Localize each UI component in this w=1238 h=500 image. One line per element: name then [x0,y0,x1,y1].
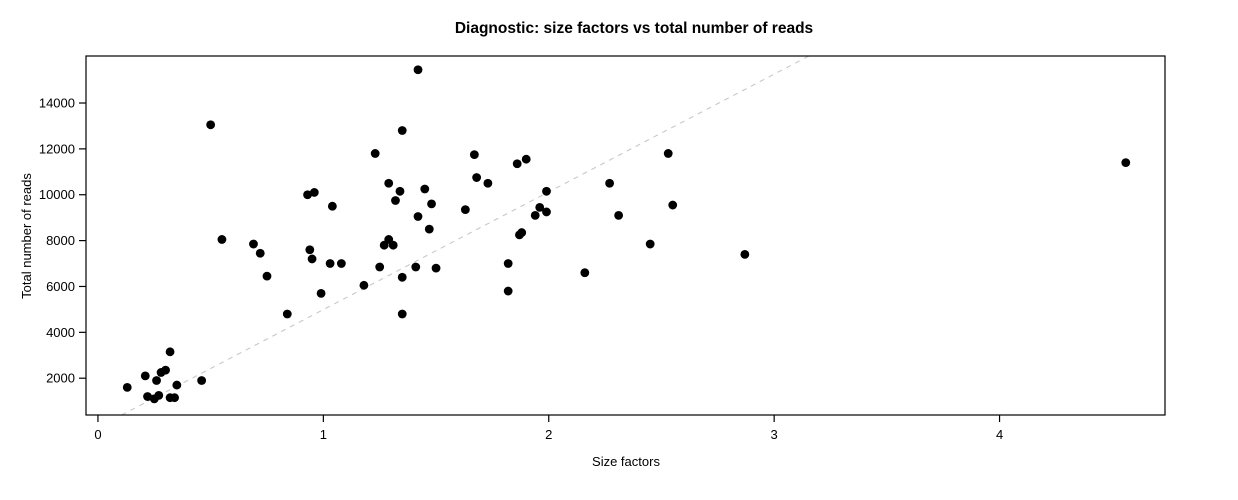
data-point [140,371,150,381]
data-point [424,224,434,234]
data-point [535,202,545,212]
data-point [388,240,398,250]
data-point [645,239,655,249]
reference-line [121,55,810,416]
data-point [605,178,615,188]
data-point [316,288,326,298]
data-point [1121,158,1131,168]
data-point [309,188,319,197]
data-point [413,212,423,221]
data-point [325,259,335,268]
data-point [469,150,479,160]
data-point [170,393,179,403]
y-axis: 2000 4000 6000 8000 10000 12000 14000 [39,96,86,386]
reference-line-group [121,55,810,416]
data-point [391,196,400,205]
data-point [397,126,407,135]
data-point [161,365,170,375]
plot-box [85,55,1166,416]
data-point [249,239,258,249]
data-point [580,268,590,278]
data-point [384,178,394,188]
data-point [413,65,423,75]
data-point [530,210,540,220]
data-point [397,309,407,319]
y-tick-label: 10000 [39,187,75,202]
data-point [395,186,405,196]
x-tick-label: 3 [771,427,778,442]
x-tick-label: 4 [996,427,1003,442]
y-axis-label: Total number of reads [19,173,34,299]
data-point [165,347,175,357]
data-point [282,309,292,319]
x-axis: 0 1 2 3 4 [94,415,1003,442]
data-point [336,259,346,268]
data-point [370,149,380,158]
data-point [152,376,161,385]
data-point [397,272,407,282]
data-point [483,178,493,188]
data-point [359,280,369,290]
x-axis-label: Size factors [592,454,660,469]
data-point [375,262,385,272]
y-tick-label: 8000 [46,233,75,248]
data-point [431,263,441,273]
data-point [327,201,337,211]
data-point [154,390,164,400]
data-point [515,230,524,240]
data-point [512,159,522,169]
data-point [206,120,216,130]
x-tick-label: 1 [320,427,327,442]
data-point [614,210,624,220]
data-point [197,376,207,385]
data-point [420,184,430,194]
data-point [262,271,272,281]
y-tick-label: 6000 [46,279,75,294]
y-tick-label: 14000 [39,96,75,111]
chart-title: Diagnostic: size factors vs total number… [455,20,813,37]
data-point [460,205,470,215]
y-tick-label: 4000 [46,325,75,340]
data-point [143,392,152,401]
data-point [379,240,389,250]
data-point [542,186,551,196]
y-tick-label: 12000 [39,141,75,156]
data-point [307,254,317,264]
y-tick-label: 2000 [46,371,75,386]
data-point [305,245,315,255]
data-point [255,248,265,258]
data-point [503,286,513,296]
x-tick-label: 0 [94,427,101,442]
data-point [411,262,421,272]
data-point [427,199,436,209]
data-point [172,380,182,390]
data-point [542,207,551,217]
data-point [472,173,482,182]
x-tick-label: 2 [545,427,552,442]
data-point [303,190,312,200]
data-point [503,259,513,268]
data-point [521,154,531,164]
data-points [122,65,1131,404]
data-point [217,235,227,244]
data-point [663,149,673,158]
data-point [122,382,132,392]
data-point [668,200,678,210]
data-point [740,249,750,259]
